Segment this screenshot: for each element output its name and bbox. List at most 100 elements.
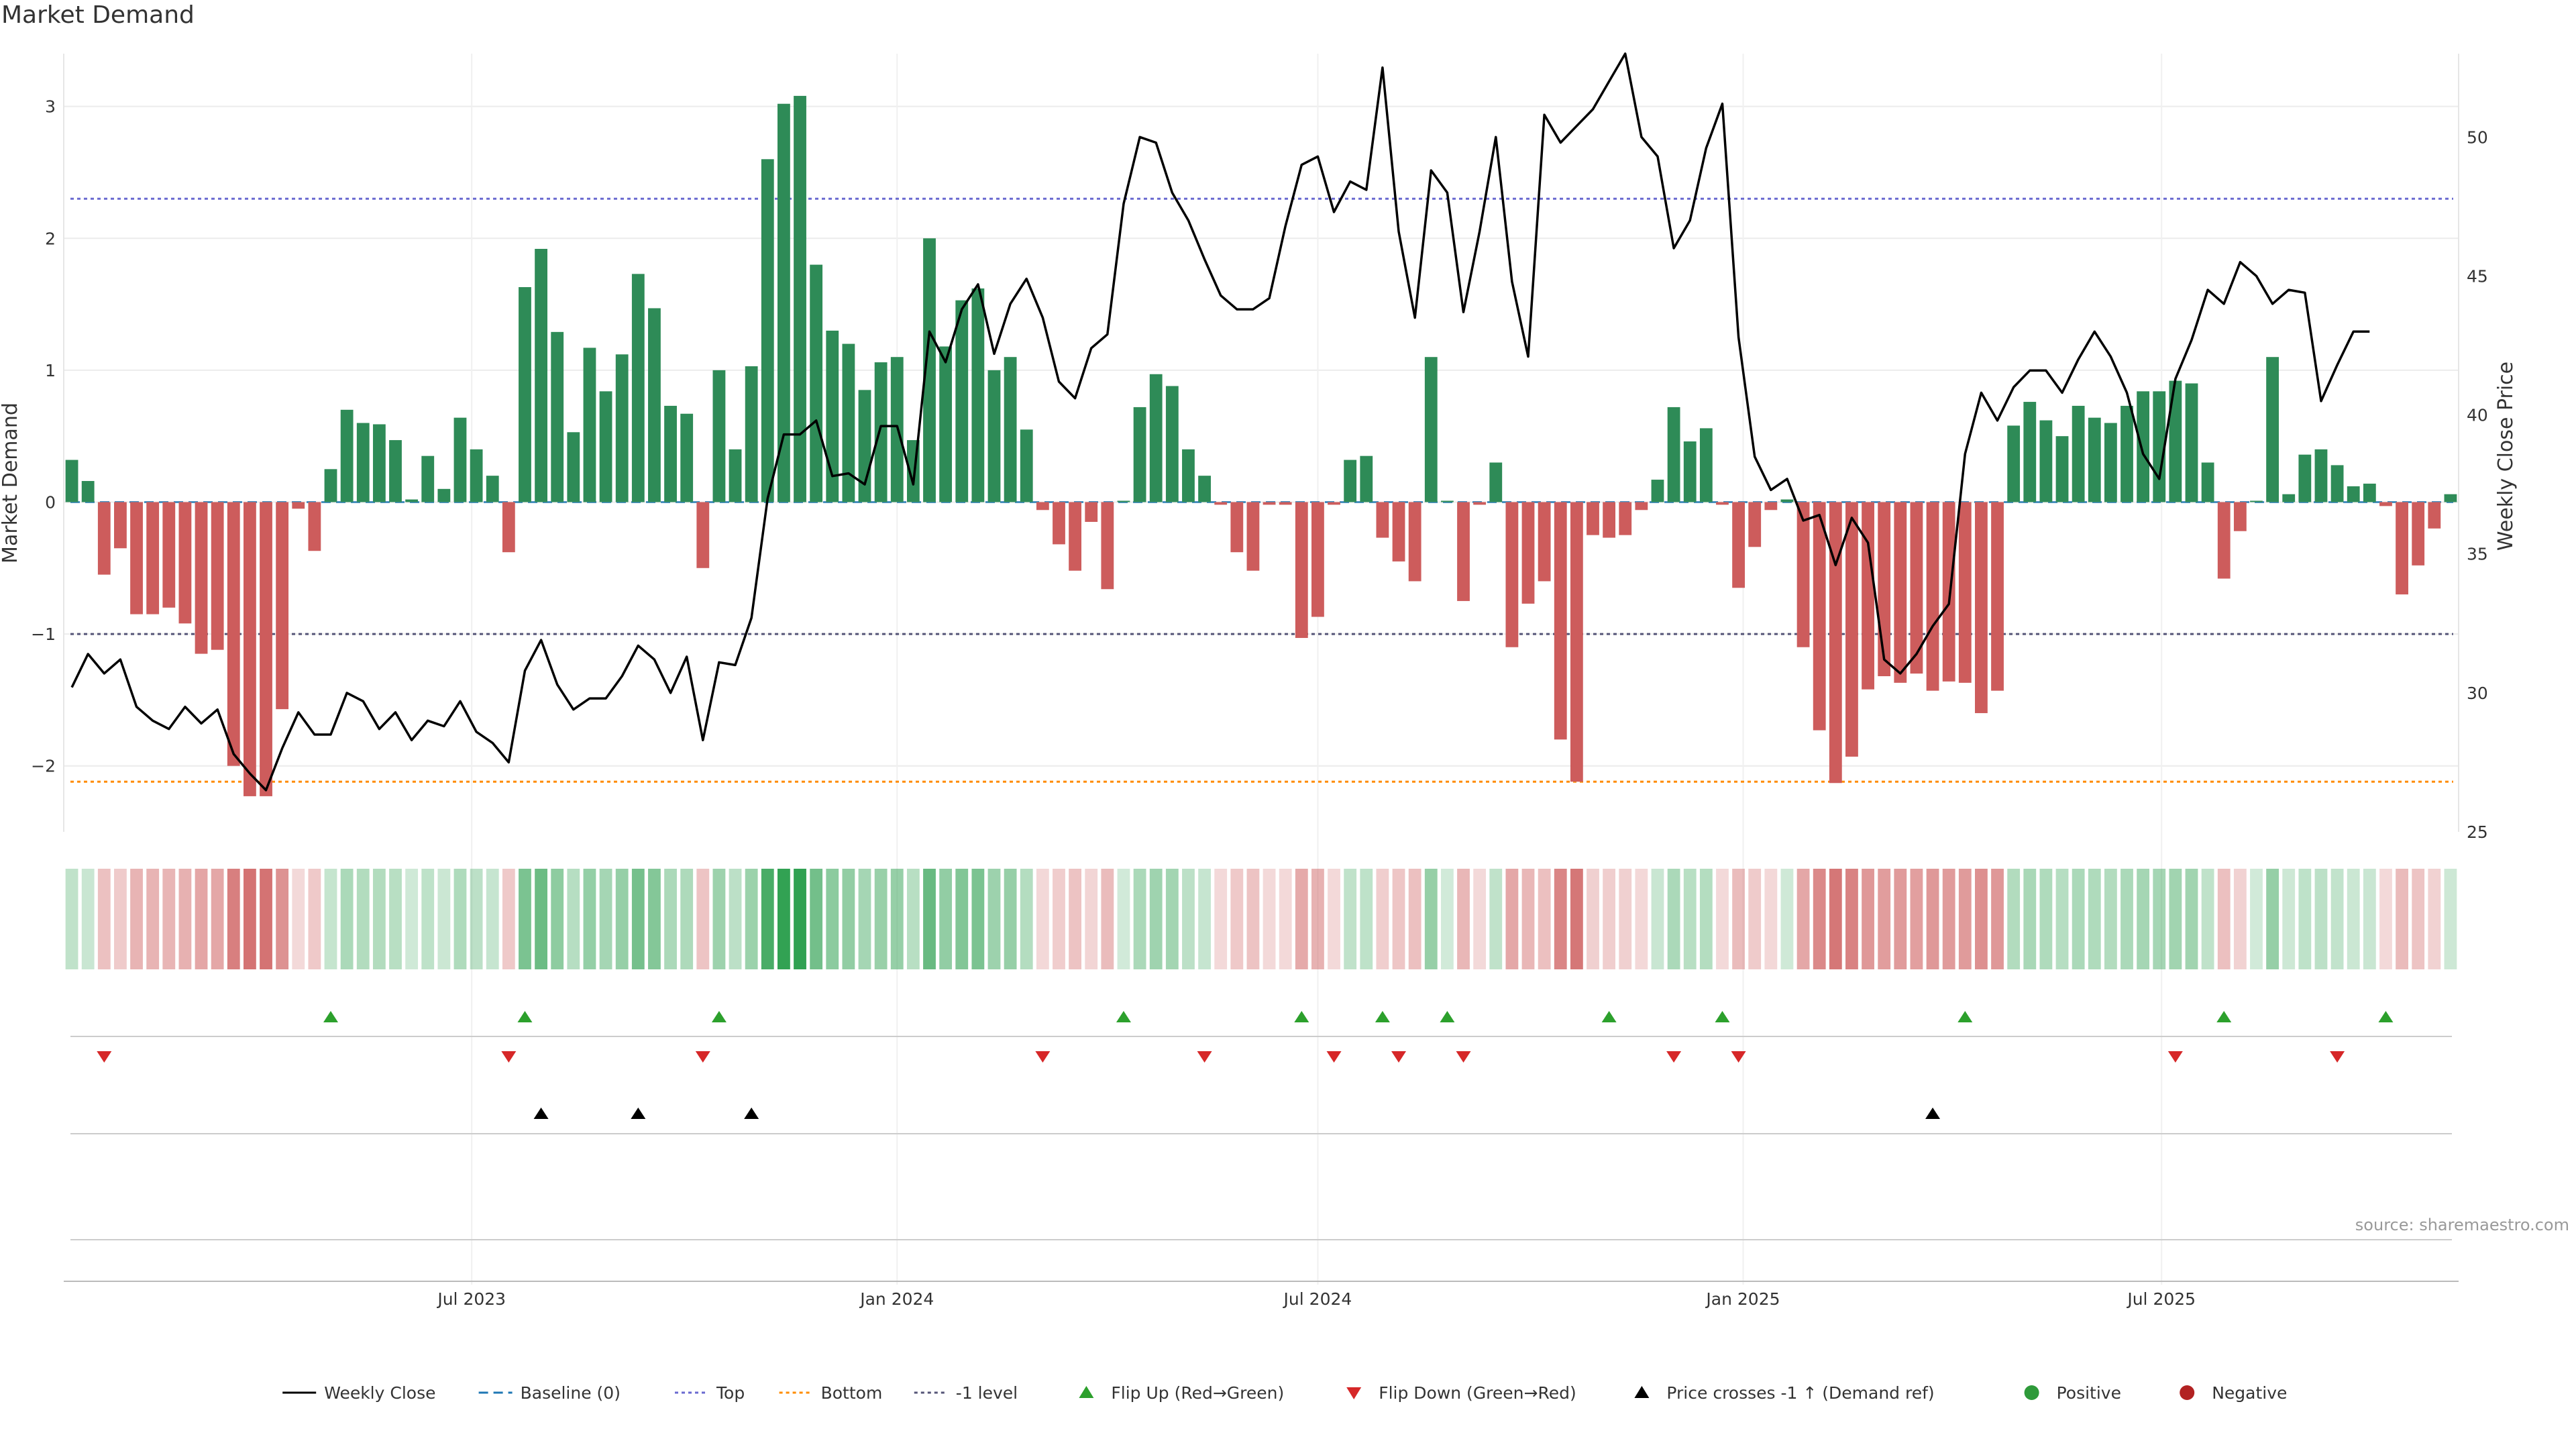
demand-bar [615,354,629,502]
y2-tick-label: 45 [2467,266,2488,286]
demand-bar [2007,425,2021,502]
heat-cell [2298,869,2312,969]
demand-bar [1587,502,1599,535]
legend-label: Positive [2057,1383,2121,1403]
flip-up-marker [1957,1011,1973,1022]
legend-label: Weekly Close [324,1383,435,1403]
flip-down-marker [97,1051,112,1063]
heat-cell [2282,869,2296,969]
legend-label: Price crosses -1 ↑ (Demand ref) [1666,1383,1934,1403]
legend: Weekly Close Baseline (0) Top Bottom -1 leve… [282,1383,2287,1403]
demand-bar [1117,500,1130,502]
y2-axis-title: Weekly Close Price [2494,362,2518,551]
legend-swatch [1079,1386,1094,1398]
heat-cell [1085,869,1098,969]
heat-cell [1538,869,1551,969]
demand-bar [1036,502,1049,511]
demand-bar [1279,502,1292,505]
demand-bar [2072,405,2085,502]
heat-cell [1424,869,1438,969]
demand-bar [551,331,564,502]
legend-item-minus1: -1 level [914,1383,1018,1403]
demand-bar [1053,502,1065,545]
heat-cell [437,869,451,969]
heat-cell [405,869,419,969]
flip-down-marker [695,1051,710,1063]
heat-cell [729,869,742,969]
legend-label: Top [716,1383,745,1403]
demand-bar [421,455,435,502]
flip-down-marker [2167,1051,2183,1063]
legend-label: Bottom [821,1383,883,1403]
demand-bar [2347,486,2360,502]
y-tick-label: −2 [31,757,56,776]
legend-label: -1 level [956,1383,1018,1403]
flip-down-marker [1456,1051,1471,1063]
legend-item-bottom: Bottom [779,1383,883,1403]
heat-cell [2217,869,2231,969]
heat-cell [2137,869,2150,969]
demand-bar [276,502,289,710]
flip-up-marker [1116,1011,1131,1022]
demand-bar [955,300,969,502]
demand-bar [680,413,694,502]
demand-bar [1182,449,1195,502]
demand-bar [939,346,953,502]
heat-cell [2363,869,2376,969]
heat-cell [2266,869,2279,969]
demand-bar [1796,502,1810,647]
source-note: source: sharemaestro.com [2355,1216,2569,1234]
demand-bar [1910,502,1923,674]
heat-cell [1198,869,1211,969]
heat-cell [1004,869,1017,969]
flip-down-marker [1197,1051,1212,1063]
price-cross-marker [631,1108,646,1119]
demand-bar [2396,502,2408,595]
demand-bar [729,449,742,502]
legend-swatch [1346,1387,1362,1399]
demand-bar [1101,502,1114,590]
demand-bar [1230,502,1244,553]
grid-lines [64,54,2459,1285]
demand-bar [2412,502,2425,566]
heat-cell [1246,869,1260,969]
heat-cell [583,869,596,969]
demand-bar [2088,417,2101,502]
y-tick-label: 2 [45,229,56,248]
y-tick-label: 0 [45,492,56,512]
heat-cell [858,869,871,969]
heat-cell [1683,869,1697,969]
demand-bar [761,159,774,502]
legend-swatch [1634,1386,1650,1398]
price-cross-marker [1925,1108,1941,1119]
demand-bar [777,103,790,502]
demand-bar [437,488,451,502]
heat-cell [2039,869,2053,969]
heat-cell [1975,869,1988,969]
heat-cell [680,869,694,969]
demand-bar [1716,502,1729,505]
heat-cell [2121,869,2133,969]
signal-rows: Jul 2023 Jan 2024 Jul 2024 Jan 2025 Jul 2025 [64,1011,2459,1309]
heat-cell [1699,869,1713,969]
demand-bar [65,460,78,502]
legend-swatch [2180,1385,2195,1400]
heat-cell [1408,869,1421,969]
demand-bar [874,362,888,502]
flip-up-marker [1601,1011,1617,1022]
heat-cell [2428,869,2441,969]
demand-bar [1683,441,1697,502]
heat-cell [1667,869,1680,969]
legend-label: Flip Down (Green→Red) [1379,1383,1576,1403]
demand-bar [2169,380,2182,502]
demand-bar [453,417,467,502]
heat-cell [1748,869,1762,969]
heat-cell [842,869,855,969]
demand-bar [1069,502,1082,571]
heat-cell [502,869,515,969]
demand-bar [1165,386,1179,502]
heat-cell [971,869,985,969]
price-cross-marker [533,1108,549,1119]
heat-cell [1328,869,1340,969]
flip-down-marker [501,1051,517,1063]
